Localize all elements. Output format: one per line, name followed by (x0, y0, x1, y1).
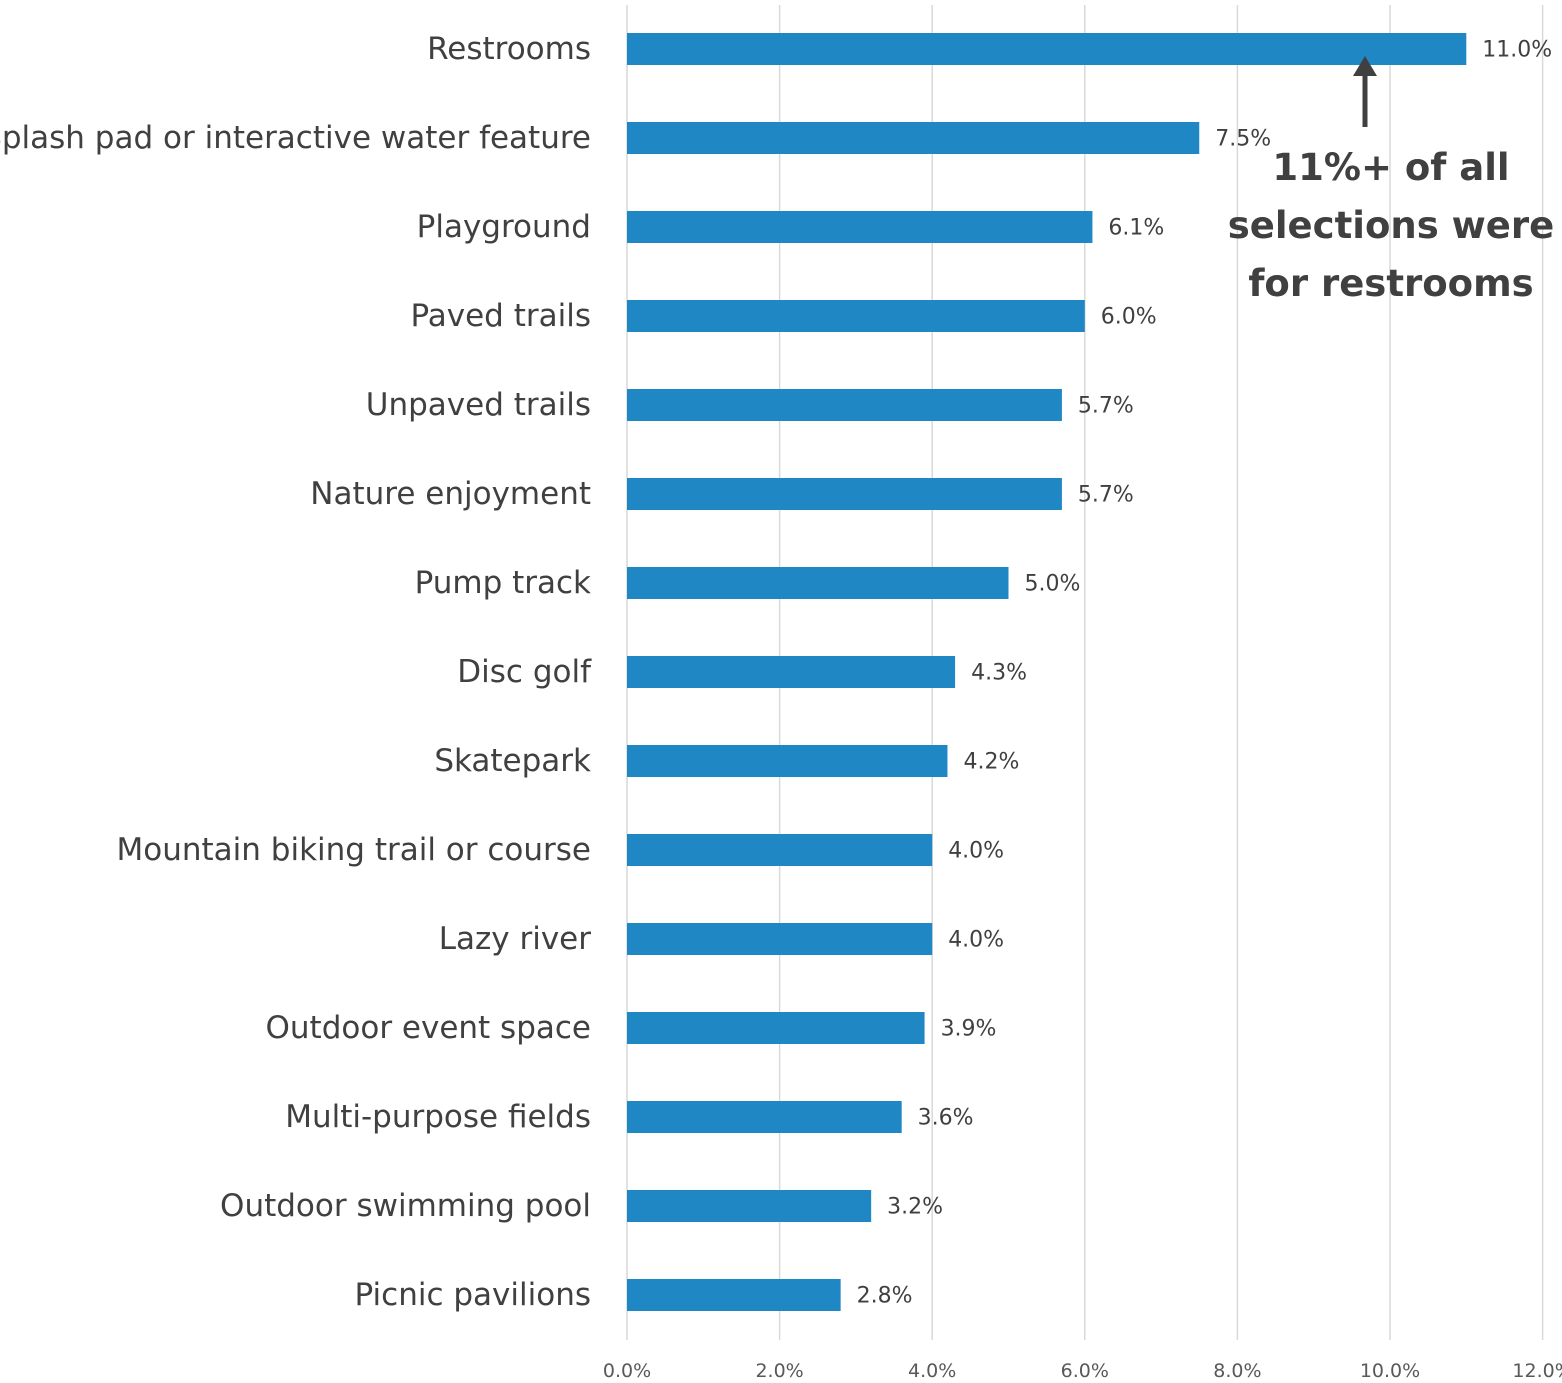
data-label: 6.1% (1108, 216, 1164, 241)
data-label: 5.7% (1078, 394, 1134, 419)
category-label: Lazy river (439, 921, 592, 957)
category-label: Pump track (415, 565, 591, 601)
bar (627, 923, 933, 955)
category-labels: Restrooms Splash pad or interactive water… (0, 31, 592, 1313)
annotation-line-3: for restrooms (1248, 262, 1533, 305)
category-label: Outdoor event space (266, 1010, 592, 1046)
annotation-line-2: selections were (1228, 204, 1554, 247)
data-label: 3.9% (941, 1017, 997, 1042)
bar (627, 567, 1009, 599)
data-label: 4.0% (948, 839, 1004, 864)
data-label: 5.0% (1025, 572, 1081, 597)
category-label: Restrooms (427, 31, 591, 67)
annotation-arrow-head (1353, 56, 1377, 76)
bar (627, 389, 1062, 421)
x-tick-label: 10.0% (1360, 1360, 1420, 1382)
data-label: 6.0% (1101, 305, 1157, 330)
x-axis-ticks: 0.0% 2.0% 4.0% 6.0% 8.0% 10.0% 12.0% (603, 1360, 1562, 1382)
bar (627, 834, 933, 866)
data-labels: 11.0% 7.5% 6.1% 6.0% 5.7% 5.7% 5.0% 4.3% 4.2% 4.0… (857, 38, 1553, 1309)
bar (627, 1279, 841, 1311)
annotation-line-1: 11%+ of all (1272, 146, 1509, 189)
bar (627, 1190, 872, 1222)
data-label: 4.3% (971, 661, 1027, 686)
data-label: 3.2% (887, 1195, 943, 1220)
bars (627, 33, 1467, 1311)
annotation: 11%+ of all selections were for restroom… (1228, 56, 1554, 305)
data-label: 4.0% (948, 928, 1004, 953)
x-tick-label: 2.0% (755, 1360, 803, 1382)
data-label: 4.2% (963, 750, 1019, 775)
x-tick-label: 0.0% (603, 1360, 651, 1382)
data-label: 11.0% (1482, 38, 1552, 63)
x-tick-label: 12.0% (1512, 1360, 1562, 1382)
category-label: Nature enjoyment (310, 476, 591, 512)
data-label: 2.8% (857, 1284, 913, 1309)
category-label: Splash pad or interactive water feature (0, 120, 591, 156)
bar (627, 1101, 902, 1133)
category-label: Picnic pavilions (355, 1277, 591, 1313)
bar (627, 478, 1062, 510)
category-label: Disc golf (457, 654, 592, 690)
bar (627, 1012, 925, 1044)
bar (627, 211, 1093, 243)
x-tick-label: 6.0% (1061, 1360, 1109, 1382)
bar (627, 656, 956, 688)
category-label: Playground (417, 209, 591, 245)
data-label: 3.6% (918, 1106, 974, 1131)
data-label: 7.5% (1215, 127, 1271, 152)
category-label: Skatepark (434, 743, 591, 779)
x-tick-label: 8.0% (1213, 1360, 1261, 1382)
category-label: Multi-purpose fields (285, 1099, 591, 1135)
category-label: Paved trails (410, 298, 591, 334)
bar (627, 745, 948, 777)
category-label: Outdoor swimming pool (220, 1188, 591, 1224)
x-tick-label: 4.0% (908, 1360, 956, 1382)
bar (627, 122, 1200, 154)
data-label: 5.7% (1078, 483, 1134, 508)
bar (627, 33, 1467, 65)
bar (627, 300, 1085, 332)
category-label: Mountain biking trail or course (117, 832, 591, 868)
category-label: Unpaved trails (366, 387, 591, 423)
